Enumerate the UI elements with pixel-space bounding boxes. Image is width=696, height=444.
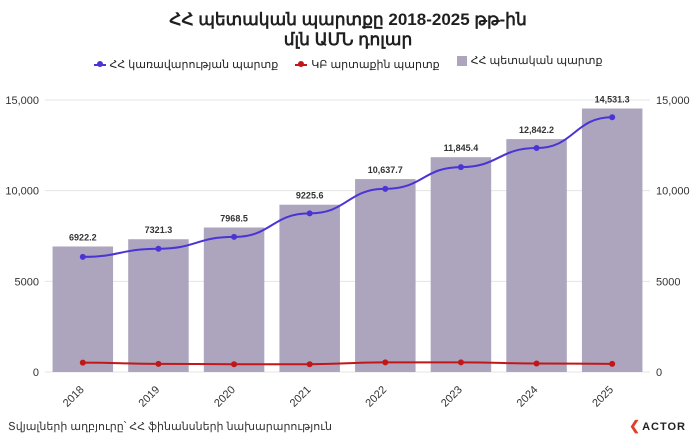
legend-item-gov: ՀՀ կառավարության պարտք [93, 58, 279, 71]
point-cb [533, 360, 540, 367]
bar [52, 246, 114, 372]
x-tick-label: 2025 [590, 384, 616, 410]
y-tick-label-left: 5000 [15, 276, 39, 288]
x-tick-label: 2022 [363, 384, 389, 410]
bar-value-label: 7321.3 [145, 225, 173, 235]
chart-title-line1: ՀՀ պետական պարտքը 2018-2025 թթ-ին [169, 10, 527, 29]
bar-value-label: 12,842.2 [519, 125, 554, 135]
actor-logo: ❮ACTOR [629, 418, 686, 434]
bar [355, 179, 416, 372]
legend-item-total: ՀՀ պետական պարտք [456, 54, 603, 67]
point-cb [231, 361, 238, 368]
x-tick-label: 2021 [288, 384, 314, 410]
y-tick-label-right: 10,000 [656, 186, 690, 198]
bar [581, 108, 643, 373]
legend-swatch-gov [93, 60, 106, 67]
legend-swatch-cb [295, 60, 308, 67]
point-cb [306, 361, 313, 368]
actor-logo-text: ACTOR [642, 421, 686, 433]
x-tick-label: 2023 [439, 384, 465, 410]
bar-value-label: 7968.5 [220, 214, 248, 224]
point-cb [609, 360, 616, 367]
point-cb [382, 359, 389, 366]
legend-item-cb: ԿԲ արտաքին պարտք [295, 58, 440, 71]
legend-swatch-total [456, 55, 467, 66]
bar [203, 227, 265, 372]
bar [430, 157, 492, 372]
bar-value-label: 9225.6 [296, 191, 324, 201]
x-tick-label: 2019 [137, 384, 163, 410]
y-tick-label-right: 0 [656, 367, 662, 379]
bar-value-label: 14,531.3 [595, 94, 630, 104]
legend-label-cb: ԿԲ արտաքին պարտք [311, 59, 440, 71]
y-tick-label-left: 15,000 [5, 95, 39, 107]
chart-title: ՀՀ պետական պարտքը 2018-2025 թթ-ին մլն ԱՄ… [0, 10, 696, 50]
bar-value-label: 10,637.7 [368, 165, 403, 175]
legend-label-gov: ՀՀ կառավարության պարտք [109, 59, 279, 71]
point-gov [533, 145, 540, 152]
x-tick-label: 2018 [61, 384, 87, 410]
bar [279, 204, 340, 372]
point-gov [79, 253, 86, 260]
legend: ՀՀ կառավարության պարտք ԿԲ արտաքին պարտք … [0, 54, 696, 71]
y-tick-label-left: 10,000 [5, 186, 39, 198]
point-cb [79, 359, 86, 366]
y-tick-label-left: 0 [33, 367, 39, 379]
series-line-gov [82, 116, 613, 258]
point-gov [155, 245, 162, 252]
legend-label-total: ՀՀ պետական պարտք [470, 55, 603, 67]
point-gov [306, 210, 313, 217]
point-gov [231, 233, 238, 240]
y-tick-label-right: 15,000 [656, 95, 690, 107]
chart-title-line2: մլն ԱՄՆ դոլար [283, 30, 413, 49]
bar-value-label: 6922.2 [69, 232, 97, 242]
source-note: Տվյալների աղբյուրը՝ ՀՀ ֆինանսների նախարա… [8, 421, 333, 433]
point-gov [609, 114, 616, 121]
x-tick-label: 2024 [515, 384, 541, 410]
x-tick-label: 2020 [212, 384, 238, 410]
actor-logo-mark: ❮ [629, 418, 642, 433]
series-line-cb [82, 361, 613, 366]
point-cb [155, 360, 162, 367]
point-gov [382, 185, 389, 192]
y-tick-label-right: 5000 [656, 276, 680, 288]
bar [506, 139, 567, 372]
point-gov [457, 164, 464, 171]
bar-value-label: 11,845.4 [444, 143, 479, 153]
point-cb [457, 359, 464, 366]
bar [128, 239, 189, 372]
